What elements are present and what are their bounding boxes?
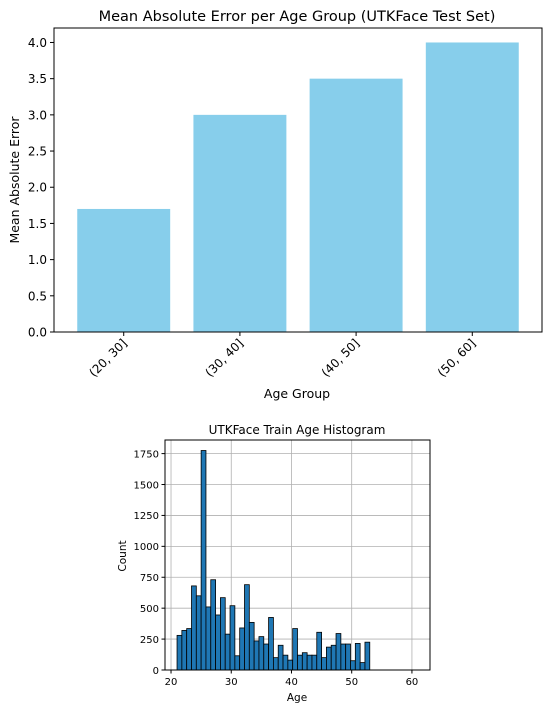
histogram-bar xyxy=(263,643,269,671)
histogram-bar xyxy=(176,634,183,671)
histogram-bar xyxy=(306,654,313,671)
chart2-y-axis-label: Count xyxy=(117,540,129,571)
chart1-y-tick-label: 3.0 xyxy=(28,108,47,122)
histogram-bar xyxy=(215,614,221,671)
chart1-y-tick-label: 3.5 xyxy=(28,72,47,86)
histogram-bar xyxy=(220,597,226,671)
histogram-bar xyxy=(253,640,260,671)
histogram-bar xyxy=(301,652,308,671)
histogram-bar xyxy=(311,654,318,671)
chart1-x-axis-label: Age Group xyxy=(264,386,330,401)
histogram-bar xyxy=(321,657,327,671)
histogram-bar xyxy=(205,606,212,671)
chart2-y-tick-label: 500 xyxy=(140,604,159,615)
age-histogram: UTKFace Train Age Histogram 0 250 500 750 10… xyxy=(117,423,431,704)
chart2-x-axis-label: Age xyxy=(287,692,307,704)
chart2-x-tick-label: 40 xyxy=(285,677,298,688)
chart2-y-tick-label: 250 xyxy=(140,635,159,646)
histogram-bar xyxy=(354,643,361,671)
histogram-bar xyxy=(316,631,322,671)
chart1-y-tick-label: 4.0 xyxy=(28,36,47,50)
histogram-bar xyxy=(186,628,192,671)
histogram-bar xyxy=(297,654,303,671)
chart1-plot-frame xyxy=(53,27,543,333)
histogram-bar xyxy=(359,662,366,671)
histogram-bar xyxy=(258,636,265,671)
mae-bar xyxy=(425,42,519,332)
chart1-y-axis-label: Mean Absolute Error xyxy=(7,116,22,244)
chart2-x-tick-label: 50 xyxy=(345,677,358,688)
histogram-bar xyxy=(244,584,250,671)
histogram-bar xyxy=(364,641,371,671)
histogram-bar xyxy=(292,628,298,671)
chart1-y-tick-label: 0.0 xyxy=(28,326,47,340)
chart1-x-tick-label: (30, 40] xyxy=(203,336,247,380)
histogram-bar xyxy=(287,659,294,671)
mae-bar-chart: Mean Absolute Error per Age Group (UTKFa… xyxy=(7,9,543,401)
chart1-y-tick-label: 2.0 xyxy=(28,181,47,195)
chart1-x-tick-label: (50, 60] xyxy=(435,336,479,380)
chart2-x-tick-label: 20 xyxy=(165,677,178,688)
histogram-bar xyxy=(268,617,274,671)
chart2-y-tick-label: 1500 xyxy=(134,480,159,491)
histogram-bar xyxy=(330,644,337,671)
chart1-title: Mean Absolute Error per Age Group (UTKFa… xyxy=(99,9,496,25)
histogram-bar xyxy=(277,644,284,671)
histogram-bar xyxy=(191,585,197,671)
histogram-bar xyxy=(350,660,356,671)
chart2-y-tick-label: 0 xyxy=(153,666,159,677)
chart2-x-tick-label: 30 xyxy=(225,677,238,688)
chart1-y-tick-label: 1.0 xyxy=(28,253,47,267)
chart1-x-tick-label: (40, 50] xyxy=(319,336,363,380)
chart2-y-tick-label: 1250 xyxy=(134,511,159,522)
histogram-bar xyxy=(335,633,342,671)
histogram-bar xyxy=(229,605,236,671)
histogram-bar xyxy=(234,655,241,671)
chart1-y-tick-label: 2.5 xyxy=(28,145,47,159)
histogram-bar xyxy=(224,633,231,671)
histogram-bar xyxy=(345,643,351,671)
histogram-bar xyxy=(239,627,245,671)
histogram-bar xyxy=(181,630,188,671)
chart2-x-tick-label: 60 xyxy=(406,677,419,688)
histogram-bar xyxy=(273,657,279,671)
chart1-y-tick-label: 1.5 xyxy=(28,217,47,231)
histogram-bar xyxy=(248,621,255,671)
histogram-bar xyxy=(195,595,202,671)
chart1-y-tick-label: 0.5 xyxy=(28,289,47,303)
chart2-y-tick-label: 750 xyxy=(140,573,159,584)
histogram-bar xyxy=(340,643,347,671)
histogram-bar xyxy=(282,654,289,671)
histogram-bar xyxy=(210,579,216,671)
chart2-plot-frame xyxy=(164,439,431,671)
chart2-y-tick-label: 1750 xyxy=(134,449,159,460)
histogram-bar xyxy=(326,646,332,671)
chart2-y-tick-label: 1000 xyxy=(134,542,159,553)
chart1-x-tick-label: (20, 30] xyxy=(86,336,130,380)
chart2-title: UTKFace Train Age Histogram xyxy=(209,423,386,437)
mae-bar xyxy=(193,114,287,332)
histogram-bar xyxy=(200,450,207,671)
mae-bar xyxy=(77,208,171,332)
mae-bar xyxy=(309,78,403,333)
